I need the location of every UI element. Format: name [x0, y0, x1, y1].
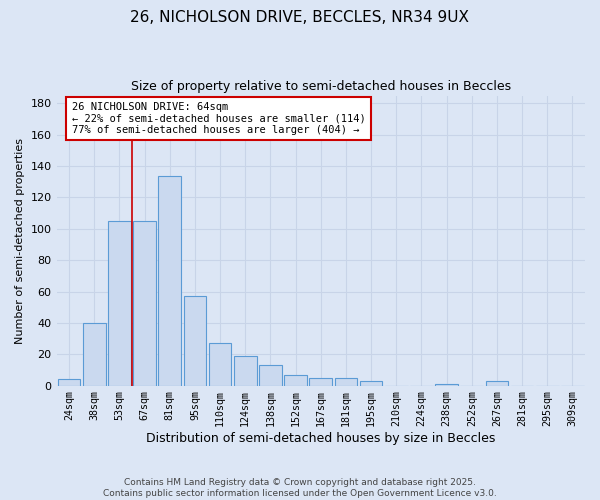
- Text: Contains HM Land Registry data © Crown copyright and database right 2025.
Contai: Contains HM Land Registry data © Crown c…: [103, 478, 497, 498]
- Bar: [184, 296, 206, 386]
- Text: 26, NICHOLSON DRIVE, BECCLES, NR34 9UX: 26, NICHOLSON DRIVE, BECCLES, NR34 9UX: [131, 10, 470, 25]
- Bar: [83, 323, 106, 386]
- Bar: [234, 356, 257, 386]
- Bar: [58, 380, 80, 386]
- Bar: [485, 381, 508, 386]
- Text: 26 NICHOLSON DRIVE: 64sqm
← 22% of semi-detached houses are smaller (114)
77% of: 26 NICHOLSON DRIVE: 64sqm ← 22% of semi-…: [71, 102, 365, 135]
- Bar: [133, 221, 156, 386]
- Bar: [284, 374, 307, 386]
- Y-axis label: Number of semi-detached properties: Number of semi-detached properties: [15, 138, 25, 344]
- Bar: [335, 378, 357, 386]
- Title: Size of property relative to semi-detached houses in Beccles: Size of property relative to semi-detach…: [131, 80, 511, 93]
- Bar: [259, 365, 282, 386]
- Bar: [310, 378, 332, 386]
- Bar: [435, 384, 458, 386]
- Bar: [209, 344, 232, 386]
- Bar: [360, 381, 382, 386]
- Bar: [158, 176, 181, 386]
- X-axis label: Distribution of semi-detached houses by size in Beccles: Distribution of semi-detached houses by …: [146, 432, 496, 445]
- Bar: [108, 221, 131, 386]
